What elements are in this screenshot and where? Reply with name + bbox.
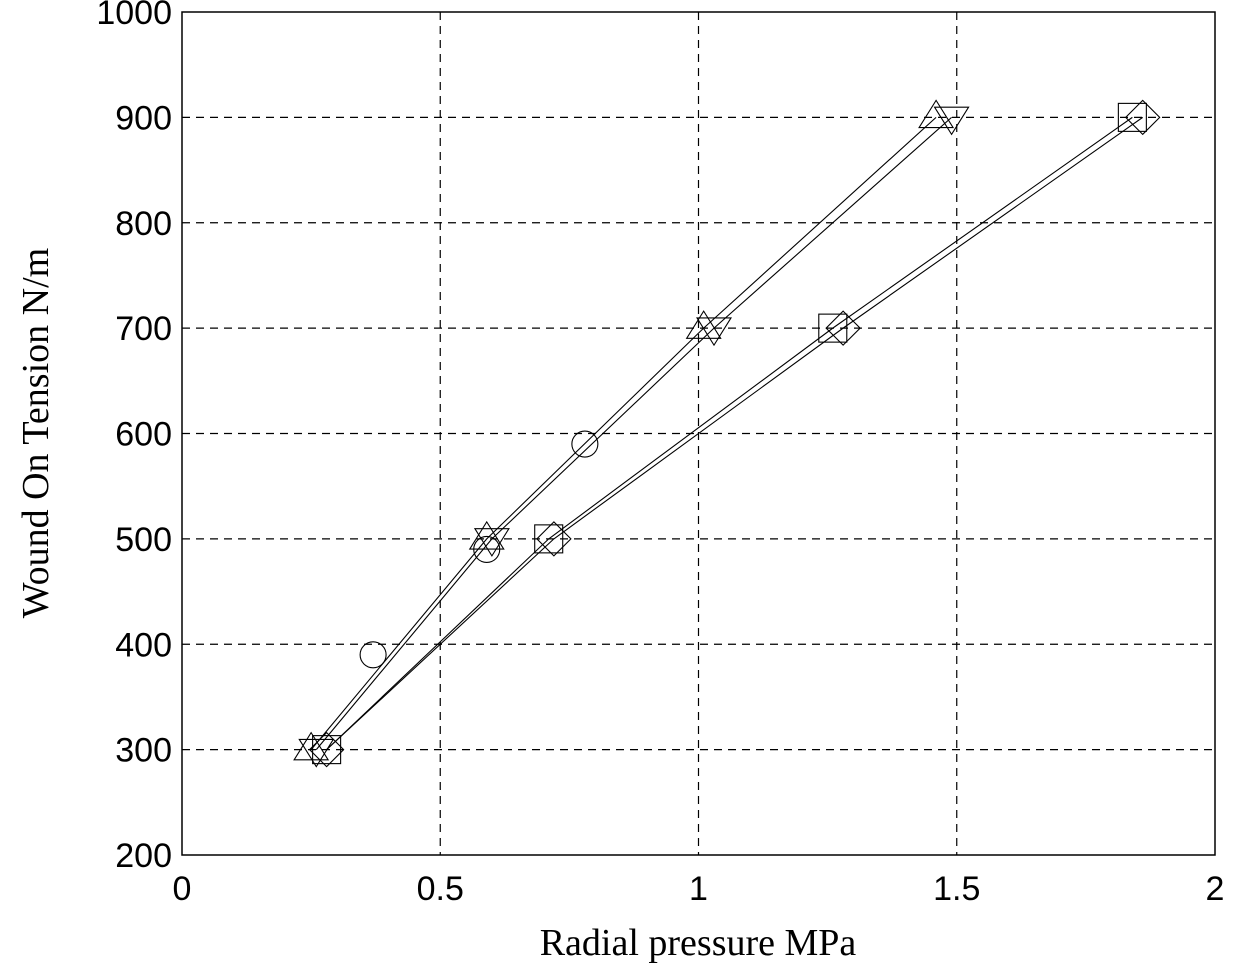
plot-frame <box>181 11 1216 856</box>
diamond-marker <box>825 310 861 346</box>
square-marker <box>1117 102 1147 132</box>
x-axis-title: Radial pressure MPa <box>540 922 857 964</box>
diamond-marker <box>1124 99 1161 136</box>
y-tick-label: 800 <box>115 205 172 243</box>
y-tick-label: 400 <box>115 626 172 664</box>
series-diamond <box>308 99 1161 768</box>
triangle-down-marker <box>933 106 970 136</box>
tick-label-layer: 0 0.5 1 1.5 2 200 300 400 500 600 700 800 900 1000 <box>96 0 1224 908</box>
triangle-up-marker <box>918 99 955 129</box>
triangle-down-marker <box>473 528 510 557</box>
grid-layer <box>182 12 1215 855</box>
y-tick-label: 200 <box>115 837 172 875</box>
circle-marker <box>473 535 501 563</box>
x-tick-label: 1 <box>689 870 708 908</box>
y-tick-label: 500 <box>115 521 172 559</box>
y-axis-title: Wound On Tension N/m <box>15 248 57 618</box>
x-tick-label: 0.5 <box>417 870 464 908</box>
triangle-down-marker <box>696 317 732 347</box>
y-tick-label: 900 <box>115 99 172 137</box>
triangle-up-marker <box>685 310 722 339</box>
series-line <box>315 116 952 750</box>
y-tick-label: 300 <box>115 732 172 770</box>
series-line <box>310 116 937 750</box>
x-tick-label: 2 <box>1206 870 1225 908</box>
triangle-down-marker <box>298 738 335 768</box>
series-line <box>326 116 1144 751</box>
y-tick-label: 700 <box>115 310 172 348</box>
square-marker <box>818 313 848 343</box>
diamond-marker <box>308 731 345 768</box>
y-tick-label: 1000 <box>96 0 172 32</box>
circle-marker <box>571 430 599 458</box>
x-tick-label: 1.5 <box>933 870 980 908</box>
series-line <box>326 116 1133 751</box>
y-tick-label: 600 <box>115 416 172 454</box>
series-circle <box>359 430 599 669</box>
series-layer <box>293 99 1161 768</box>
x-tick-label: 0 <box>173 870 192 908</box>
square-marker <box>534 524 564 554</box>
square-marker <box>312 735 342 765</box>
diamond-marker <box>536 521 572 557</box>
series-triangle-up <box>293 99 955 761</box>
series-square <box>312 102 1147 765</box>
circle-marker <box>359 641 387 669</box>
series-triangle-down <box>298 106 970 768</box>
